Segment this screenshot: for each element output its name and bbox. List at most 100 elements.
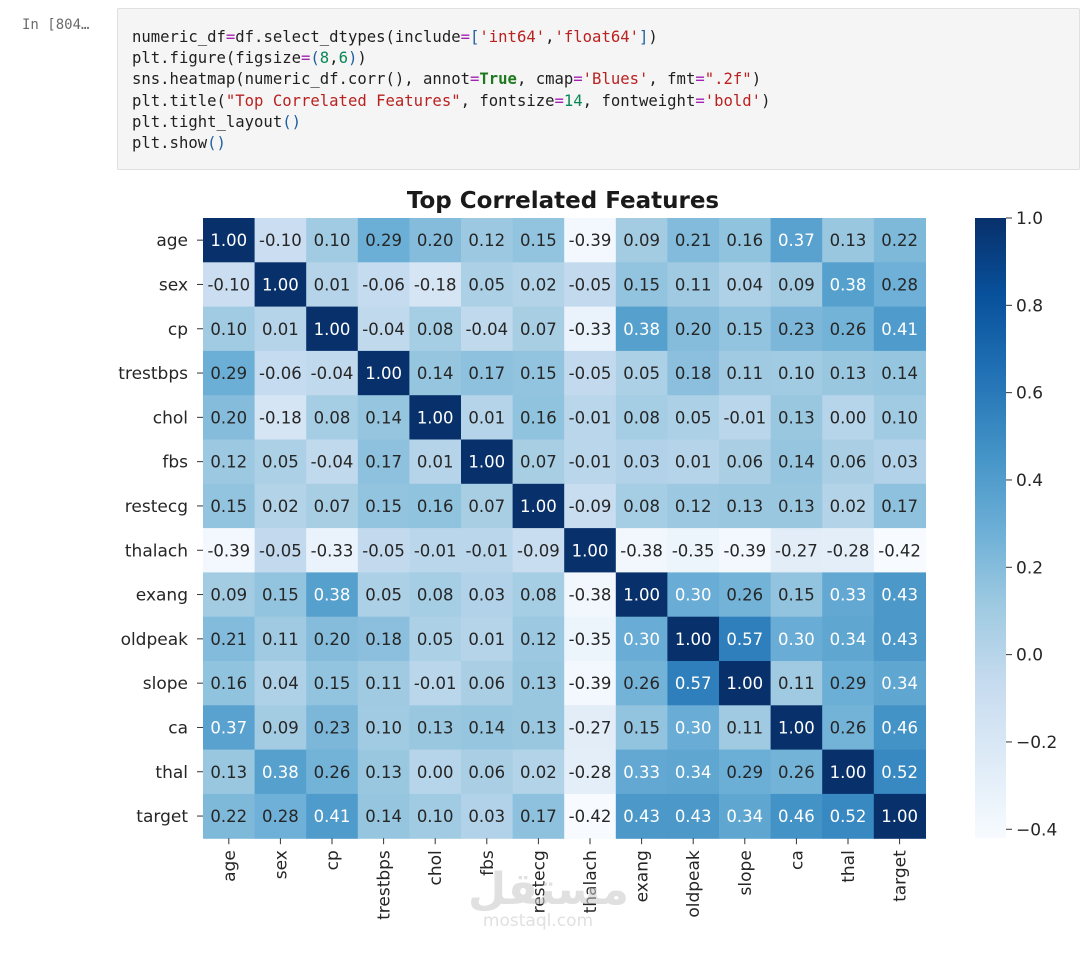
y-tick-label: age [156, 231, 188, 251]
code-token: = [554, 91, 564, 110]
cell-value-label: -0.05 [259, 541, 302, 560]
cell-value-label: -0.06 [259, 364, 302, 383]
heatmap-cell [719, 218, 772, 263]
cell-value-label: -0.05 [569, 275, 612, 294]
cell-value-label: 0.20 [675, 320, 712, 339]
colorbar-bar [975, 218, 1006, 838]
cell-value-label: 0.08 [623, 408, 660, 427]
code-line: plt.show() [132, 134, 226, 152]
heatmap-cell [873, 395, 926, 441]
heatmap-cell [719, 572, 772, 618]
code-line: sns.heatmap(numeric_df.corr(), annot=Tru… [132, 70, 761, 88]
watermark: مستقل mostaql.com [468, 868, 627, 931]
cell-value-label: 0.22 [210, 807, 247, 826]
heatmap-cell [873, 661, 926, 706]
y-tick-label: cp [168, 320, 188, 340]
cell-value-label: 0.26 [830, 718, 867, 737]
cell-value-label: -0.10 [207, 275, 250, 294]
heatmap-cell [615, 749, 668, 795]
cell-value-label: 0.52 [881, 763, 918, 782]
cell-value-label: 0.11 [726, 364, 763, 383]
heatmap-cell [719, 528, 772, 573]
cell-value-label: 0.30 [778, 630, 815, 649]
heatmap-cell [203, 616, 256, 662]
code-token: plt.tight_layout [132, 112, 283, 131]
heatmap-cell [461, 439, 514, 485]
heatmap-cell [667, 793, 720, 839]
cell-value-label: 0.04 [262, 674, 299, 693]
heatmap-cell [719, 483, 772, 529]
cell-value-label: -0.18 [414, 275, 457, 294]
cell-value-label: 0.02 [520, 763, 557, 782]
cell-value-label: 0.30 [675, 586, 712, 605]
heatmap-cell [461, 705, 514, 751]
cell-value-label: 0.38 [623, 320, 660, 339]
code-editor[interactable]: numeric_df=df.select_dtypes(include=['in… [132, 27, 770, 154]
cell-value-label: 0.12 [210, 453, 247, 472]
y-tick-label: sex [159, 275, 188, 295]
heatmap-cell [873, 262, 926, 308]
cell-value-label: 0.03 [468, 807, 505, 826]
heatmap-cell [306, 395, 359, 441]
heatmap-cell [461, 306, 514, 352]
heatmap-cell [822, 705, 875, 751]
cell-value-label: 0.52 [830, 807, 867, 826]
cell-value-label: 0.46 [778, 807, 815, 826]
heatmap-cell [409, 661, 462, 706]
heatmap-cell [357, 793, 410, 839]
y-tick-label: exang [136, 586, 188, 606]
cell-value-label: 1.00 [572, 541, 609, 560]
cell-value-label: 1.00 [262, 275, 299, 294]
code-token: ) [357, 49, 367, 68]
heatmap-cell [203, 749, 256, 795]
cell-value-label: 0.38 [314, 586, 351, 605]
cell-value-label: -0.39 [569, 674, 612, 693]
cell-value-label: 0.02 [262, 497, 299, 516]
heatmap-cell [564, 661, 617, 706]
cell-value-label: 0.01 [675, 453, 712, 472]
heatmap-cell [357, 350, 410, 396]
y-tick-label: thalach [125, 541, 188, 561]
heatmap-cell [357, 262, 410, 308]
heatmap-cell [357, 439, 410, 485]
heatmap-cell [770, 262, 823, 308]
heatmap-cell [254, 661, 307, 706]
heatmap-cell [615, 395, 668, 441]
cell-value-label: 0.07 [314, 497, 351, 516]
heatmap-cell [409, 572, 462, 618]
heatmap-cell [254, 483, 307, 529]
heatmap-cell [564, 439, 617, 485]
heatmap-cell [409, 350, 462, 396]
code-token: = [573, 70, 583, 89]
code-cell[interactable]: numeric_df=df.select_dtypes(include=['in… [117, 8, 1080, 170]
heatmap-cell [357, 528, 410, 573]
cell-value-label: -0.01 [414, 674, 457, 693]
heatmap-cell [770, 395, 823, 441]
cell-value-label: 0.06 [830, 453, 867, 472]
cell-value-label: 0.05 [468, 275, 505, 294]
heatmap-cell [770, 749, 823, 795]
cell-value-label: 1.00 [314, 320, 351, 339]
cell-value-label: -0.01 [414, 541, 457, 560]
heatmap-cell [822, 218, 875, 263]
cell-value-label: 0.20 [314, 630, 351, 649]
heatmap-cell [770, 705, 823, 751]
heatmap-cell [770, 616, 823, 662]
heatmap-cell [409, 262, 462, 308]
colorbar-tick-label: −0.4 [1016, 820, 1057, 840]
heatmap-cell [822, 306, 875, 352]
cell-value-label: 1.00 [623, 586, 660, 605]
cell-value-label: -0.33 [311, 541, 354, 560]
cell-value-label: 0.41 [314, 807, 351, 826]
cell-value-label: 0.14 [365, 807, 402, 826]
cell-value-label: 0.00 [417, 763, 454, 782]
cell-value-label: -0.35 [569, 630, 612, 649]
code-token: 'int64' [479, 28, 546, 46]
code-token: 8 [319, 49, 330, 68]
heatmap-cell [770, 793, 823, 839]
cell-value-label: 0.09 [623, 231, 660, 250]
y-tick-label: restecg [125, 497, 188, 517]
heatmap-cell [306, 616, 359, 662]
cell-value-label: 0.21 [210, 630, 247, 649]
heatmap-cell [770, 350, 823, 396]
